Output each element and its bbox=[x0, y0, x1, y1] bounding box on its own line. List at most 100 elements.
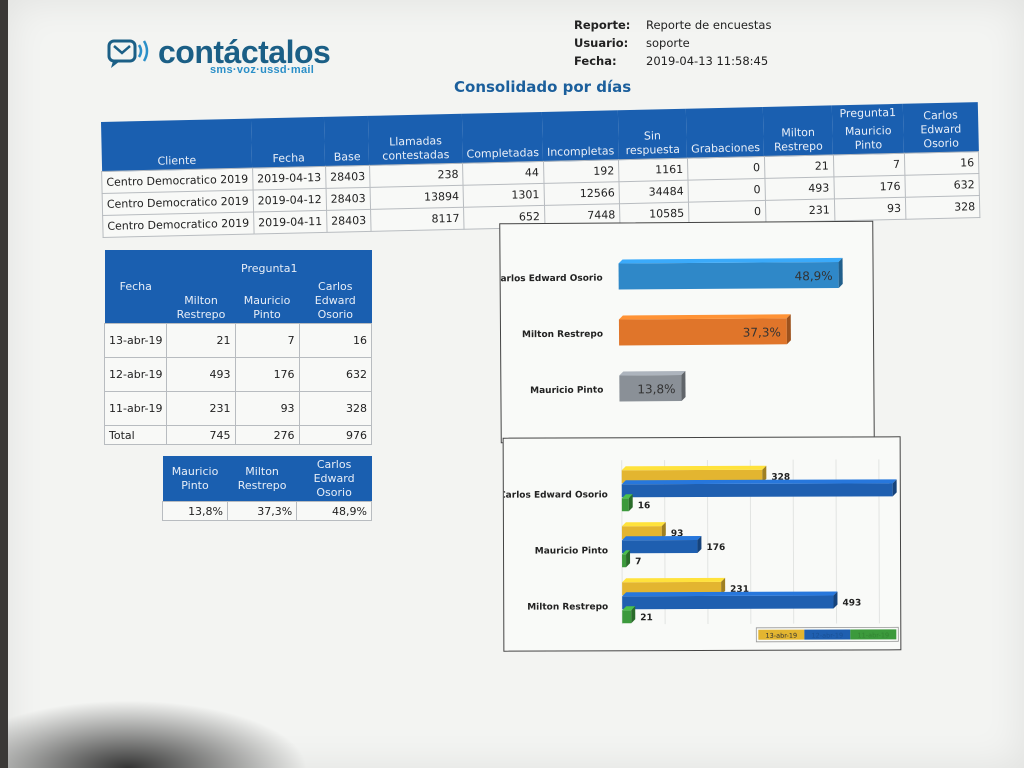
table-cell: 0 bbox=[687, 178, 766, 203]
daily-bar-chart: Carlos Edward Osorio32863216Mauricio Pin… bbox=[499, 436, 923, 652]
table-cell: 13-abr-19 bbox=[103, 323, 168, 359]
bar bbox=[622, 595, 834, 610]
bar-top bbox=[621, 465, 767, 471]
legend-swatch bbox=[804, 629, 851, 640]
col-llamadas: Llamadas contestadas bbox=[368, 113, 463, 166]
table-cell: 328 bbox=[298, 391, 373, 427]
table-cell: 2019-04-13 bbox=[252, 166, 326, 191]
table-cell: 11-abr-19 bbox=[103, 391, 168, 427]
total-row: Total 745 276 976 bbox=[103, 425, 373, 446]
table-cell: 28403 bbox=[326, 209, 371, 233]
bar bbox=[622, 610, 632, 624]
table-cell: Total bbox=[103, 425, 168, 446]
percentage-bar-chart-svg: Carlos Edward Osorio 48,9% Milton Restrepo… bbox=[494, 257, 843, 402]
table-cell: 176 bbox=[234, 357, 300, 393]
bar-top bbox=[621, 536, 702, 541]
col-mauricio-label: Mauricio Pinto bbox=[844, 123, 892, 152]
data-label: 37,3% bbox=[743, 325, 781, 339]
table-cell: 13,8% bbox=[161, 501, 229, 522]
pregunta1-table: Fecha Pregunta1 Milton Restrepo Mauricio… bbox=[103, 250, 373, 446]
bar bbox=[621, 526, 662, 540]
bar-top bbox=[618, 314, 791, 320]
table-cell: 44 bbox=[462, 161, 544, 186]
legend-label: 12-abr-19 bbox=[812, 632, 844, 640]
bar-top bbox=[621, 479, 897, 485]
logo-tagline: sms·voz·ussd·mail bbox=[210, 64, 315, 76]
table-row: 11-abr-19 231 93 328 bbox=[103, 391, 373, 427]
bar-top bbox=[618, 257, 843, 264]
data-label: 13,8% bbox=[637, 382, 675, 396]
col-completadas: Completadas bbox=[461, 111, 544, 164]
table-cell: 276 bbox=[234, 425, 300, 446]
table-cell: 21 bbox=[166, 323, 236, 359]
reporte-value: Reporte de encuestas bbox=[646, 18, 772, 32]
col-grabaciones: Grabaciones bbox=[686, 106, 765, 159]
col-carlos: Carlos Edward Osorio bbox=[296, 456, 372, 502]
legend-swatch bbox=[850, 629, 897, 640]
bar bbox=[618, 318, 787, 346]
bar-side bbox=[661, 522, 666, 540]
percentage-bar-chart: Carlos Edward Osorio 48,9% Milton Restrepo… bbox=[494, 220, 875, 444]
data-label: 21 bbox=[640, 613, 653, 623]
table-cell: 493 bbox=[764, 177, 835, 201]
category-label: Carlos Edward Osorio bbox=[504, 490, 608, 500]
table-cell: Centro Democratico 2019 bbox=[102, 212, 254, 238]
table-cell: 12566 bbox=[543, 181, 620, 206]
bar-top bbox=[622, 591, 838, 597]
bar-top bbox=[622, 606, 636, 611]
category-label: Milton Restrepo bbox=[527, 602, 608, 612]
col-incompletas: Incompletas bbox=[542, 110, 619, 162]
data-label: 176 bbox=[706, 543, 725, 553]
col-milton: Milton Restrepo bbox=[227, 456, 297, 502]
table-cell: 976 bbox=[298, 425, 373, 446]
data-label: 93 bbox=[671, 529, 684, 539]
pregunta1-group-label: Pregunta1 bbox=[839, 105, 897, 121]
bar-top bbox=[622, 577, 726, 583]
bar-side bbox=[833, 591, 838, 609]
table-cell: 34484 bbox=[618, 180, 689, 204]
pregunta1-group-label: Pregunta1 bbox=[166, 250, 372, 278]
bar bbox=[622, 581, 722, 596]
table-row: 13-abr-19 21 7 16 bbox=[103, 323, 373, 359]
fecha-label: Fecha: bbox=[574, 54, 617, 68]
table-row: 12-abr-19 493 176 632 bbox=[103, 357, 373, 393]
bar-side bbox=[838, 257, 843, 288]
col-carlos: Carlos Edward Osorio bbox=[299, 278, 372, 324]
daily-bar-chart-svg: Carlos Edward Osorio32863216Mauricio Pin… bbox=[499, 459, 923, 643]
table-cell: 1161 bbox=[618, 158, 688, 182]
bar bbox=[618, 261, 839, 290]
col-carlos: Carlos Edward Osorio bbox=[903, 102, 979, 154]
reporte-label: Reporte: bbox=[574, 18, 631, 32]
bar-top bbox=[621, 522, 666, 527]
bar bbox=[621, 483, 893, 498]
table-cell: 745 bbox=[166, 425, 236, 446]
percentage-table: Mauricio Pinto Milton Restrepo Carlos Ed… bbox=[161, 456, 372, 522]
consolidated-table: Cliente Fecha Base Llamadas contestadas … bbox=[100, 102, 980, 238]
bar-side bbox=[697, 536, 702, 554]
bar-side bbox=[786, 314, 791, 345]
bar-side bbox=[721, 577, 726, 595]
table-cell: 8117 bbox=[370, 207, 465, 232]
table-cell: 231 bbox=[765, 199, 835, 223]
table-cell: 7 bbox=[234, 323, 300, 359]
table-cell: 48,9% bbox=[296, 501, 372, 522]
data-label: 328 bbox=[771, 473, 790, 483]
data-label: 493 bbox=[842, 598, 861, 608]
bar-side bbox=[628, 494, 633, 512]
table-cell: 493 bbox=[166, 357, 236, 393]
table-cell: 176 bbox=[833, 175, 906, 200]
data-label: 48,9% bbox=[794, 269, 832, 283]
table-cell: 2019-04-12 bbox=[252, 188, 327, 213]
category-label: Milton Restrepo bbox=[522, 330, 603, 341]
legend-label: 13-abr-19 bbox=[766, 632, 798, 640]
col-fecha: Fecha bbox=[251, 116, 326, 169]
table-cell: 13894 bbox=[369, 185, 464, 210]
bar bbox=[621, 469, 763, 484]
page-title: Consolidado por días bbox=[454, 78, 632, 96]
bar-side bbox=[892, 479, 897, 497]
table-cell: 93 bbox=[834, 197, 906, 222]
fecha-value: 2019-04-13 11:58:45 bbox=[646, 54, 769, 68]
chat-bubble-icon bbox=[107, 39, 149, 68]
bar-top bbox=[619, 371, 686, 376]
table-cell: 0 bbox=[687, 156, 765, 181]
